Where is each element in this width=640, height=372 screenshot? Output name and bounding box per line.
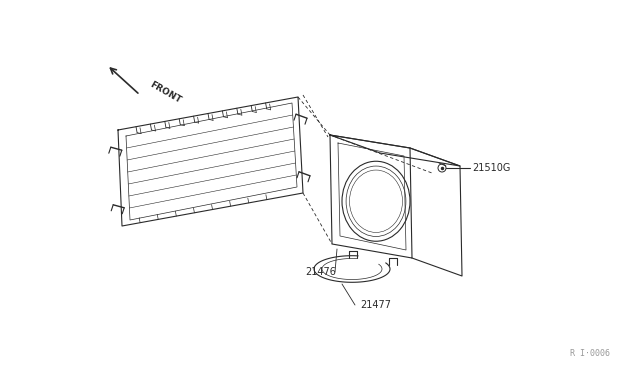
Text: 21477: 21477 [360, 300, 391, 310]
Text: 21510G: 21510G [472, 163, 510, 173]
Text: 21476: 21476 [305, 267, 336, 277]
Text: FRONT: FRONT [148, 80, 182, 105]
Text: R I·0006: R I·0006 [570, 349, 610, 358]
